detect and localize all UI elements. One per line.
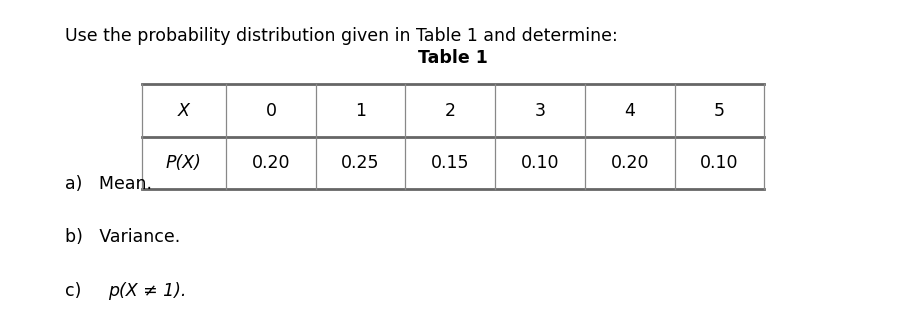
Text: X: X bbox=[178, 101, 190, 120]
Text: 0.15: 0.15 bbox=[431, 154, 469, 172]
Text: 0.10: 0.10 bbox=[521, 154, 559, 172]
Text: p(X ≠ 1).: p(X ≠ 1). bbox=[108, 282, 186, 300]
Text: 0.20: 0.20 bbox=[252, 154, 290, 172]
Text: P(X): P(X) bbox=[166, 154, 202, 172]
Text: 1: 1 bbox=[355, 101, 366, 120]
Text: 0.20: 0.20 bbox=[611, 154, 649, 172]
Text: 4: 4 bbox=[624, 101, 635, 120]
Text: 0: 0 bbox=[266, 101, 276, 120]
Text: Table 1: Table 1 bbox=[418, 49, 488, 67]
Text: Use the probability distribution given in Table 1 and determine:: Use the probability distribution given i… bbox=[65, 27, 617, 45]
Text: 3: 3 bbox=[535, 101, 545, 120]
Text: 2: 2 bbox=[445, 101, 456, 120]
Text: c): c) bbox=[65, 282, 98, 300]
Text: b)   Variance.: b) Variance. bbox=[65, 228, 179, 246]
Text: a)   Mean.: a) Mean. bbox=[65, 176, 152, 193]
Text: 0.25: 0.25 bbox=[342, 154, 379, 172]
Text: 0.10: 0.10 bbox=[701, 154, 738, 172]
Text: 5: 5 bbox=[714, 101, 725, 120]
